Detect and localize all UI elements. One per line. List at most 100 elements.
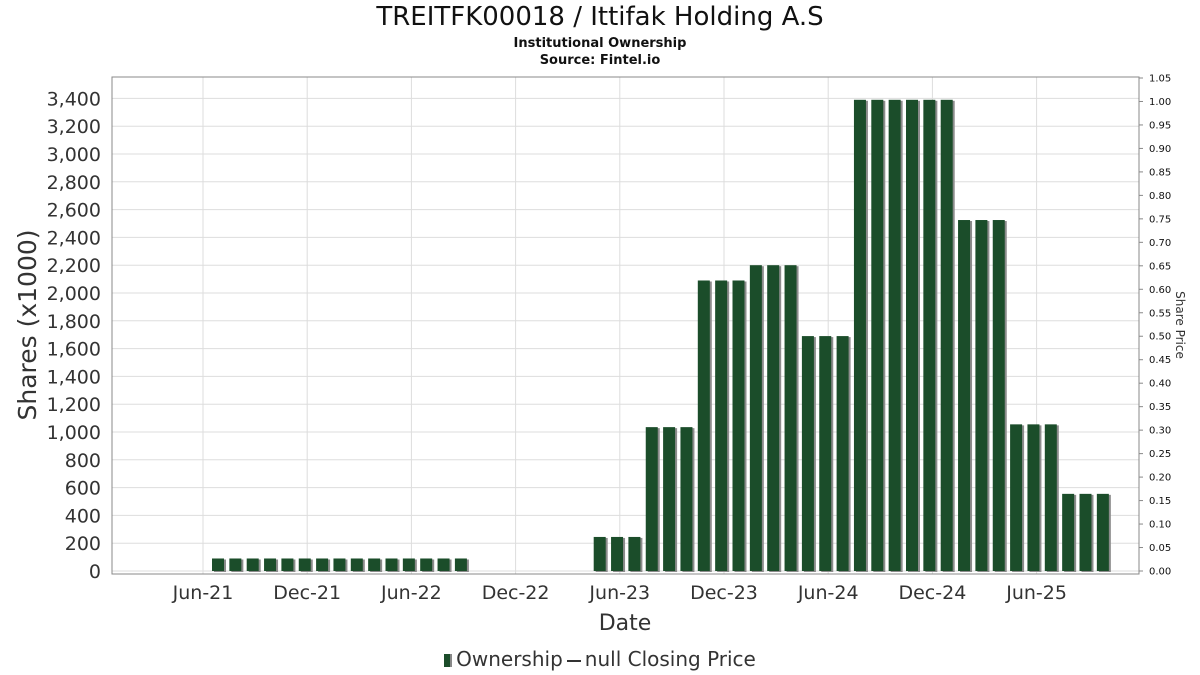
ownership-legend-label: Ownership: [456, 647, 563, 671]
y2-tick-label: 0.70: [1149, 238, 1171, 249]
ownership-bar: [819, 336, 832, 571]
ownership-bar: [385, 558, 398, 571]
ownership-bar: [350, 558, 363, 571]
ownership-bar: [402, 558, 415, 571]
y2-tick-label: 0.85: [1149, 167, 1171, 178]
ownership-bar: [281, 558, 294, 571]
ownership-bar: [853, 99, 866, 571]
y-tick-label: 2,200: [47, 255, 101, 277]
y-tick-label: 1,200: [47, 394, 101, 416]
y2-tick-label: 0.45: [1149, 355, 1171, 366]
ownership-bar: [645, 427, 658, 571]
ownership-bar: [628, 536, 641, 571]
ownership-bar: [958, 220, 971, 571]
y2-axis-title: Share Price: [1173, 291, 1187, 359]
y-tick-label: 3,200: [47, 116, 101, 138]
y-tick-label: 1,400: [47, 366, 101, 388]
ownership-bar: [749, 265, 762, 571]
x-tick-label: Jun-24: [797, 582, 859, 604]
y2-tick-label: 0.15: [1149, 496, 1171, 507]
y2-tick-label: 0.65: [1149, 261, 1171, 272]
y2-tick-label: 0.95: [1149, 120, 1171, 131]
y-tick-label: 1,000: [47, 422, 101, 444]
ownership-bar: [1044, 424, 1057, 571]
ownership-bar: [1079, 493, 1092, 571]
y2-tick-label: 0.05: [1149, 543, 1171, 554]
x-tick-label: Jun-22: [380, 582, 442, 604]
ownership-bar: [420, 558, 433, 571]
ownership-bar: [316, 558, 329, 571]
y2-tick-label: 0.80: [1149, 191, 1171, 202]
ownership-bar: [836, 336, 849, 571]
chart-title: TREITFK00018 / Ittifak Holding A.S: [376, 2, 824, 32]
x-tick-label: Dec-21: [273, 582, 341, 604]
y-axis-title: Shares (x1000): [13, 229, 42, 420]
ownership-bar: [229, 558, 242, 571]
x-tick-label: Dec-22: [482, 582, 550, 604]
y2-tick-label: 0.20: [1149, 473, 1171, 484]
y2-tick-label: 1.05: [1149, 74, 1171, 85]
ownership-bar: [940, 99, 953, 571]
y-tick-label: 2,000: [47, 283, 101, 305]
ownership-bar: [906, 99, 918, 571]
ownership-bar: [454, 558, 467, 571]
chart-subtitle: Institutional Ownership: [513, 36, 687, 51]
y2-tick-label: 0.35: [1149, 402, 1171, 413]
y-tick-label: 1,600: [47, 339, 101, 361]
y-tick-label: 3,400: [47, 88, 101, 110]
ownership-bar: [298, 558, 311, 571]
ownership-bar: [593, 536, 606, 571]
y2-tick-label: 0.40: [1149, 379, 1171, 390]
legend: Ownership null Closing Price: [0, 647, 1200, 671]
ownership-bar: [1010, 424, 1023, 571]
y-axis-ticks: 0 200 400 600 800 1,000 1,200 1,400 1,600 1,800 2,…: [47, 88, 101, 583]
x-tick-label: Dec-23: [690, 582, 758, 604]
ownership-bar: [1062, 493, 1075, 571]
y2-tick-label: 0.30: [1149, 426, 1171, 437]
y-tick-label: 2,800: [47, 172, 101, 194]
ownership-bar: [784, 265, 797, 571]
x-axis-title: Date: [599, 611, 652, 636]
bar-group: [212, 99, 1111, 572]
ownership-bar: [212, 558, 224, 571]
x-tick-label: Jun-25: [1005, 582, 1067, 604]
y-tick-label: 1,800: [47, 311, 101, 333]
ownership-bar: [246, 558, 259, 571]
x-axis-ticks: Jun-21 Dec-21 Jun-22 Dec-22 Jun-23 Dec-23 Jun-…: [172, 582, 1067, 604]
ownership-bar: [1027, 424, 1040, 571]
y-tick-label: 800: [65, 450, 101, 472]
plot-area-border: [111, 76, 1140, 575]
ownership-bar: [437, 558, 450, 571]
ownership-bar: [715, 280, 728, 571]
y-tick-label: 2,600: [47, 200, 101, 222]
ownership-bar: [871, 99, 884, 571]
x-tick-label: Jun-21: [172, 582, 234, 604]
y2-tick-label: 0.90: [1149, 144, 1171, 155]
ownership-bar: [611, 536, 624, 571]
y2-tick-label: 0.10: [1149, 520, 1171, 531]
ownership-legend-swatch: [444, 654, 453, 667]
y2-tick-label: 0.50: [1149, 332, 1171, 343]
price-legend-label: null Closing Price: [584, 647, 756, 671]
price-legend-line: [566, 659, 581, 662]
y2-tick-label: 0.75: [1149, 214, 1171, 225]
y2-tick-label: 0.60: [1149, 285, 1171, 296]
y2-tick-label: 1.00: [1149, 97, 1171, 108]
y2-axis-ticks: 0.00 0.05 0.10 0.15 0.20 0.25 0.30 0.35 0.40 0.45…: [1139, 74, 1171, 578]
y-tick-label: 400: [65, 505, 101, 527]
ownership-bar: [264, 558, 277, 571]
ownership-bar: [888, 99, 901, 571]
y-tick-label: 0: [89, 561, 101, 583]
y2-tick-label: 0.25: [1149, 449, 1171, 460]
ownership-bar: [975, 220, 988, 571]
ownership-bar: [732, 280, 745, 571]
y-tick-label: 600: [65, 478, 101, 500]
ownership-bar: [333, 558, 346, 571]
y-tick-label: 3,000: [47, 144, 101, 166]
ownership-bar: [767, 265, 780, 571]
y2-tick-label: 0.55: [1149, 308, 1171, 319]
ownership-bar: [923, 99, 936, 571]
ownership-bar: [368, 558, 381, 571]
x-tick-label: Dec-24: [898, 582, 966, 604]
